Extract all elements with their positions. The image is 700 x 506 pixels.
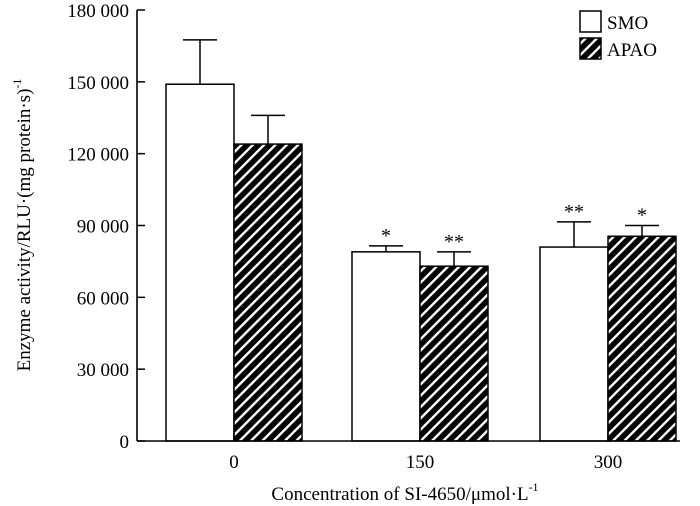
x-ticks: 0 150 300 [229,433,622,473]
plot-area: * **** * [165,39,677,442]
bar-apao [607,235,677,442]
x-tick-label: 300 [594,452,623,473]
legend-label-apao: APAO [607,40,657,61]
bar-smo [165,83,235,442]
x-axis-title-sup: -1 [529,480,539,494]
x-axis-title-main: Concentration of SI-4650/μmol·L [271,484,528,505]
bar-apao [419,265,489,442]
x-tick-label: 150 [406,452,435,473]
significance-marker: ** [564,201,584,223]
bar-smo [539,246,609,442]
y-axis-title-sup: -1 [10,79,24,89]
y-tick-label: 150 000 [67,73,129,94]
y-tick-label: 90 000 [77,217,129,238]
legend-swatch-apao [579,37,602,60]
bar-smo [351,251,421,442]
y-tick-label: 120 000 [67,145,129,166]
y-tick-label: 180 000 [67,1,129,22]
legend-label-smo: SMO [607,13,648,34]
y-axis-title-main: Enzyme activity/RLU·(mg protein·s) [14,89,35,372]
x-axis-title: Concentration of SI-4650/μmol·L-1 [271,480,538,505]
y-tick-label: 0 [120,432,130,453]
y-tick-label: 60 000 [77,288,129,309]
x-tick-label: 0 [229,452,239,473]
legend: SMO APAO [579,10,657,61]
significance-marker: ** [444,231,464,253]
significance-marker: * [381,225,391,247]
y-ticks: 0 30 000 60 000 90 000 120 000 150 000 180 000 [67,1,145,453]
legend-swatch-smo [579,10,602,33]
bar-apao [233,143,303,442]
y-tick-label: 30 000 [77,360,129,381]
y-axis-title: Enzyme activity/RLU·(mg protein·s)-1 [10,79,35,372]
significance-marker: * [637,205,647,227]
